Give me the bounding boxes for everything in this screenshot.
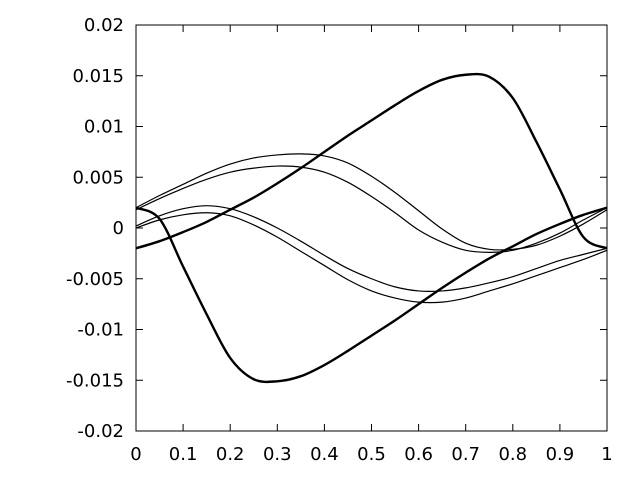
- series-line-2: [135, 206, 608, 384]
- y-tick-label: 0.015: [72, 66, 124, 87]
- y-tick-label: -0.015: [66, 370, 124, 391]
- x-tick-label: 0: [130, 444, 141, 465]
- plot-frame: [135, 24, 608, 432]
- x-tick-label: 0.4: [310, 444, 339, 465]
- tick-labels: 0 0.1 0.2 0.3 0.4 0.5 0.6 0.7 0.8 0.9 1 -0.02 -0.015…: [66, 15, 613, 465]
- y-tick-label: -0.02: [77, 421, 124, 442]
- axis-ticks: [135, 24, 608, 432]
- x-tick-label: 1: [601, 444, 612, 465]
- series-line-3: [135, 153, 608, 251]
- x-tick-label: 0.6: [404, 444, 433, 465]
- series-line-4: [135, 165, 608, 253]
- x-tick-label: 0.2: [216, 444, 245, 465]
- y-tick-label: -0.005: [66, 269, 124, 290]
- x-tick-label: 0.3: [263, 444, 292, 465]
- series-line-1: [135, 72, 608, 250]
- series-line-6: [135, 212, 608, 304]
- y-tick-label: 0: [113, 218, 124, 239]
- series-lines: [135, 72, 608, 384]
- x-tick-label: 0.5: [357, 444, 386, 465]
- x-tick-label: 0.1: [169, 444, 198, 465]
- y-tick-label: -0.01: [77, 320, 124, 341]
- x-tick-label: 0.7: [451, 444, 480, 465]
- y-tick-label: 0.005: [72, 167, 124, 188]
- y-tick-label: 0.02: [84, 15, 124, 36]
- x-tick-label: 0.9: [546, 444, 575, 465]
- x-tick-label: 0.8: [498, 444, 527, 465]
- y-tick-label: 0.01: [84, 117, 124, 138]
- series-line-5: [135, 205, 608, 292]
